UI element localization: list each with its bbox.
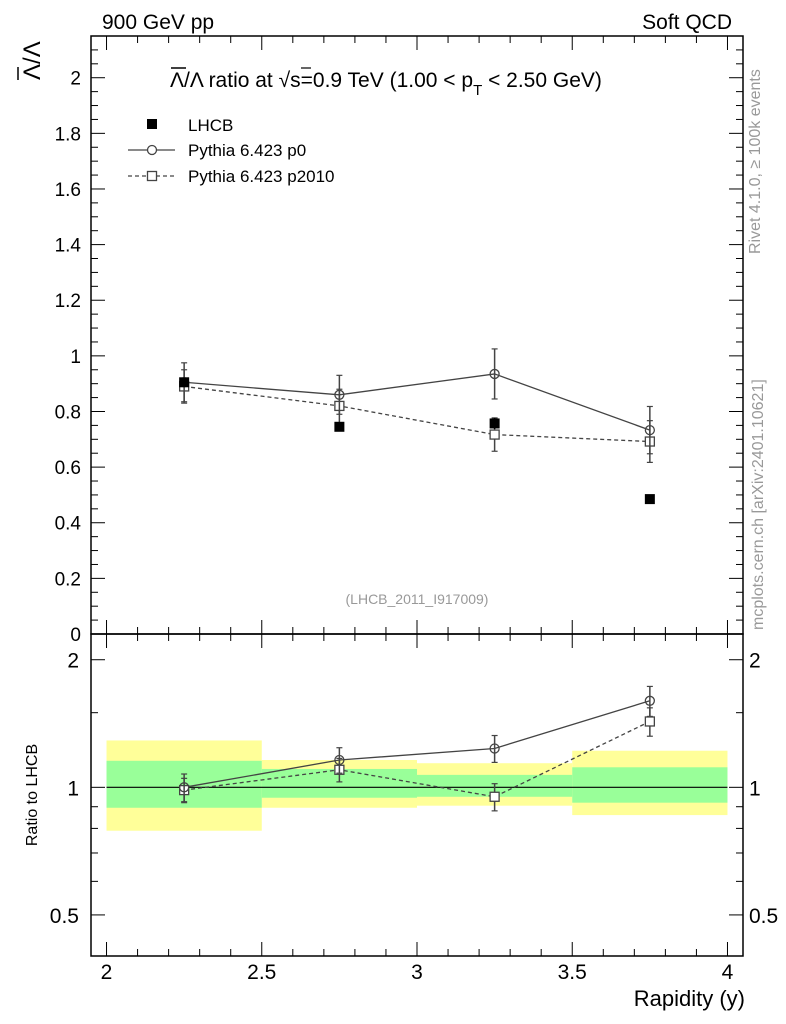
main-y-tick-label: 1.4 [55,236,82,257]
main-y-axis-label: Λ/Λ [17,41,46,80]
chart-title-text: Λ/Λ ratio at √s=0.9 TeV (1.00 < pT < 2.5… [170,69,602,99]
legend-marker-lhcb [147,119,157,129]
lhcb-data-point [179,377,190,388]
legend-label-lhcb: LHCB [188,116,233,135]
header-category-label: Soft QCD [642,11,732,34]
legend-marker-p2010 [146,170,158,182]
lhcb-data-point [334,421,345,432]
x-axis-label: Rapidity (y) [634,986,745,1011]
lhcb-data-point [644,494,655,505]
main-y-tick-label: 0.8 [55,402,81,423]
main-y-ticks: 0.2 0.4 0.6 0.8 1 1.2 1.4 1.6 1.8 2 0 [55,49,743,646]
ratio-p2010-point [644,716,656,727]
ratio-p0-point [489,743,500,754]
ratio-p2010-point [489,791,500,802]
title-mid: ratio at √ [203,69,291,92]
main-y-tick-label: 2 [70,69,81,90]
ratio-ticks: 0.5 0.5 1 1 2 2 2 2.5 3 3.5 4 [50,634,778,984]
main-y-tick-label: 0.2 [55,569,81,590]
series-line-p0 [184,373,651,431]
ratio-p0-point [178,782,190,793]
legend: LHCB Pythia 6.423 p0 Pythia 6.423 p2010 [128,116,335,186]
x-tick-label: 2 [101,961,113,984]
main-panel: 0.2 0.4 0.6 0.8 1 1.2 1.4 1.6 1.8 2 0 Λ/Λ Λ/Λ rati… [17,35,744,646]
title-subscript: T [473,82,482,99]
main-y-tick-label: 1.2 [55,291,81,312]
main-y-axis-label-text: Λ/Λ [19,41,46,80]
x-tick-label: 4 [722,961,734,984]
ratio-y-tick-label-right: 0.5 [749,905,778,928]
x-tick-label: 2.5 [247,961,276,984]
x-tick-label: 3 [411,961,423,984]
legend-marker-p0 [146,144,158,156]
main-y-tick-label: 0.4 [55,514,82,535]
rivet-version-label: Rivet 4.1.0, ≥ 100k events [747,69,764,254]
uncertainty-band-inner [572,767,728,803]
ratio-p0-point [644,695,656,706]
x-tick-label: 3.5 [558,961,587,984]
ratio-y-axis-label: Ratio to LHCB [24,744,41,846]
ratio-y-tick-label-right: 2 [749,650,761,673]
main-y-tick-label: 1 [70,347,81,368]
legend-label-p2010: Pythia 6.423 p2010 [188,167,335,186]
title-s: s [290,69,301,92]
legend-label-p0: Pythia 6.423 p0 [188,141,306,160]
ratio-y-tick-label: 0.5 [50,905,79,928]
main-y-tick-label: 0.6 [55,458,81,479]
title-energy: =0.9 TeV (1.00 < p [301,69,473,92]
title-ratio: Λ/Λ [170,69,204,92]
ratio-y-tick-label: 1 [67,777,79,800]
main-y-tick-label: 1.8 [55,124,81,145]
ratio-line-p2010 [184,720,651,798]
ratio-p0-point [334,754,345,766]
main-y-tick-label-zero: 0 [70,625,81,646]
p2010-point [489,429,500,440]
ratio-panel: 0.5 0.5 1 1 2 2 2 2.5 3 3.5 4 Ratio to LHCB Rapidi… [24,633,778,1011]
analysis-id-label: (LHCB_2011_I917009) [346,591,489,607]
ratio-line-p0 [184,700,651,788]
lhcb-data-point [489,418,500,429]
ratio-y-tick-label: 2 [67,650,79,673]
main-marks [178,348,656,505]
ratio-y-tick-label-right: 1 [749,777,761,800]
ratio-marks [106,685,728,831]
p0-point [644,424,656,436]
series-line-p2010 [184,385,650,443]
main-x-ticks [106,36,728,634]
header-collision-label: 900 GeV pp [102,11,214,34]
title-tail: < 2.50 GeV) [482,69,602,92]
mcplots-source-label: mcplots.cern.ch [arXiv:2401.10621] [750,379,767,630]
main-y-tick-label: 1.6 [55,180,81,201]
p0-point [489,368,500,380]
p0-point [334,389,345,400]
chart-title: Λ/Λ ratio at √s=0.9 TeV (1.00 < pT < 2.5… [170,67,602,99]
